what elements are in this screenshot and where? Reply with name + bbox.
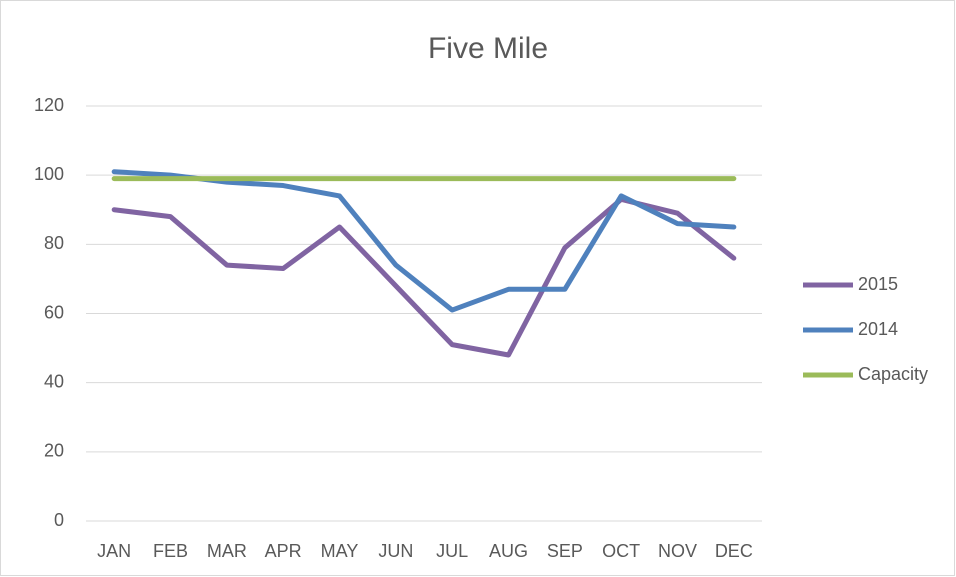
legend-label: 2015	[858, 274, 898, 294]
y-tick-label: 100	[34, 164, 64, 184]
x-tick-label: MAR	[207, 541, 247, 561]
x-tick-label: MAY	[321, 541, 359, 561]
x-tick-label: JAN	[97, 541, 131, 561]
x-tick-label: SEP	[547, 541, 583, 561]
y-tick-label: 0	[54, 510, 64, 530]
legend-label: 2014	[858, 319, 898, 339]
x-tick-label: AUG	[489, 541, 528, 561]
chart-title: Five Mile	[428, 32, 548, 65]
y-tick-label: 20	[44, 441, 64, 461]
y-tick-label: 40	[44, 371, 64, 391]
x-tick-label: OCT	[602, 541, 640, 561]
legend-label: Capacity	[858, 364, 928, 384]
x-tick-label: DEC	[715, 541, 753, 561]
x-tick-label: JUN	[378, 541, 413, 561]
y-tick-label: 60	[44, 302, 64, 322]
y-tick-label: 80	[44, 233, 64, 253]
x-tick-label: FEB	[153, 541, 188, 561]
x-tick-label: JUL	[436, 541, 468, 561]
y-tick-label: 120	[34, 95, 64, 115]
x-tick-label: APR	[265, 541, 302, 561]
x-tick-label: NOV	[658, 541, 697, 561]
